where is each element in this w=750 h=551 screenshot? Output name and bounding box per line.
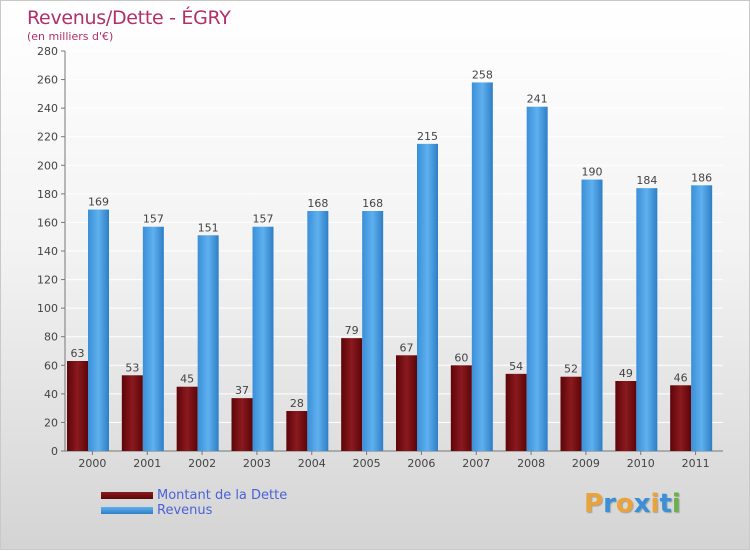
proxiti-logo: Proxiti — [584, 489, 681, 519]
y-tick-label: 260 — [37, 74, 58, 87]
data-label-revenus: 190 — [582, 166, 603, 179]
y-tick-label: 180 — [37, 188, 58, 201]
y-tick-label: 140 — [37, 245, 58, 258]
data-label-dette: 46 — [674, 371, 688, 384]
y-tick-label: 160 — [37, 216, 58, 229]
data-label-revenus: 215 — [417, 130, 438, 143]
x-tick-label: 2008 — [517, 457, 545, 470]
bar-revenus — [307, 211, 329, 451]
y-tick-label: 240 — [37, 102, 58, 115]
bar-revenus — [581, 179, 603, 452]
y-tick-label: 200 — [37, 159, 58, 172]
chart-legend: Montant de la Dette Revenus — [101, 488, 287, 518]
data-label-dette: 45 — [180, 373, 194, 386]
data-label-dette: 53 — [125, 361, 139, 374]
bar-dette — [505, 373, 527, 451]
y-tick-label: 60 — [44, 359, 58, 372]
y-tick-label: 40 — [44, 388, 58, 401]
data-label-dette: 60 — [454, 351, 468, 364]
legend-swatch-revenus — [101, 507, 153, 514]
data-label-revenus: 168 — [362, 197, 383, 210]
bar-dette — [615, 381, 637, 451]
y-tick-label: 20 — [44, 416, 58, 429]
y-tick-label: 120 — [37, 274, 58, 287]
bar-dette — [560, 376, 582, 451]
y-tick-label: 280 — [37, 45, 58, 58]
data-label-revenus: 169 — [88, 196, 109, 209]
y-tick-label: 100 — [37, 302, 58, 315]
data-label-dette: 54 — [509, 360, 523, 373]
data-label-dette: 52 — [564, 363, 578, 376]
logo-letter: t — [659, 489, 672, 519]
bar-dette — [450, 365, 472, 451]
chart-subtitle: (en milliers d'€) — [27, 30, 114, 43]
logo-letter: x — [633, 489, 651, 519]
data-label-revenus: 184 — [636, 174, 657, 187]
logo-letter: o — [615, 489, 634, 519]
data-label-dette: 49 — [619, 367, 633, 380]
bar-revenus — [252, 226, 274, 451]
bar-dette — [121, 375, 143, 451]
legend-label-revenus: Revenus — [157, 503, 213, 518]
bar-revenus — [88, 209, 109, 451]
x-tick-label: 2010 — [627, 457, 655, 470]
data-label-revenus: 241 — [527, 93, 548, 106]
bar-revenus — [691, 185, 713, 452]
logo-letter: i — [650, 489, 660, 519]
x-tick-label: 2005 — [353, 457, 381, 470]
x-tick-label: 2004 — [298, 457, 326, 470]
bar-dette — [67, 361, 88, 451]
x-tick-label: 2007 — [462, 457, 490, 470]
bar-revenus — [471, 82, 493, 451]
data-label-revenus: 151 — [198, 221, 219, 234]
chart-title: Revenus/Dette - ÉGRY — [27, 7, 231, 29]
y-tick-label: 0 — [51, 445, 58, 458]
logo-letter: r — [603, 489, 616, 519]
x-tick-label: 2002 — [188, 457, 216, 470]
data-label-dette: 63 — [71, 347, 85, 360]
data-label-dette: 67 — [400, 341, 414, 354]
legend-label-dette: Montant de la Dette — [157, 488, 288, 503]
logo-letter: i — [671, 489, 681, 519]
bar-dette — [286, 411, 308, 451]
logo-letter: P — [584, 489, 604, 519]
bar-revenus — [417, 143, 438, 451]
x-tick-label: 2000 — [78, 457, 106, 470]
bar-dette — [341, 338, 363, 451]
y-tick-label: 80 — [44, 331, 58, 344]
data-label-revenus: 186 — [691, 171, 712, 184]
x-tick-label: 2001 — [133, 457, 161, 470]
bar-revenus — [636, 188, 658, 451]
x-tick-label: 2006 — [407, 457, 435, 470]
x-tick-label: 2003 — [243, 457, 271, 470]
data-label-dette: 79 — [345, 324, 359, 337]
bar-dette — [176, 386, 198, 451]
data-label-dette: 28 — [290, 397, 304, 410]
legend-swatch-dette — [101, 492, 153, 499]
x-tick-label: 2009 — [572, 457, 600, 470]
data-label-revenus: 168 — [307, 197, 328, 210]
bar-dette — [670, 385, 692, 451]
legend-item-revenus: Revenus — [101, 503, 287, 518]
bar-revenus — [142, 226, 164, 451]
legend-item-dette: Montant de la Dette — [101, 488, 287, 503]
y-tick-label: 220 — [37, 131, 58, 144]
x-tick-label: 2011 — [682, 457, 710, 470]
bar-dette — [396, 355, 417, 451]
bar-revenus — [362, 211, 384, 451]
data-label-revenus: 258 — [472, 68, 493, 81]
data-label-revenus: 157 — [143, 213, 164, 226]
data-label-revenus: 157 — [253, 213, 274, 226]
bar-revenus — [197, 235, 219, 451]
bar-revenus — [526, 106, 548, 451]
data-label-dette: 37 — [235, 384, 249, 397]
bar-dette — [231, 398, 253, 451]
